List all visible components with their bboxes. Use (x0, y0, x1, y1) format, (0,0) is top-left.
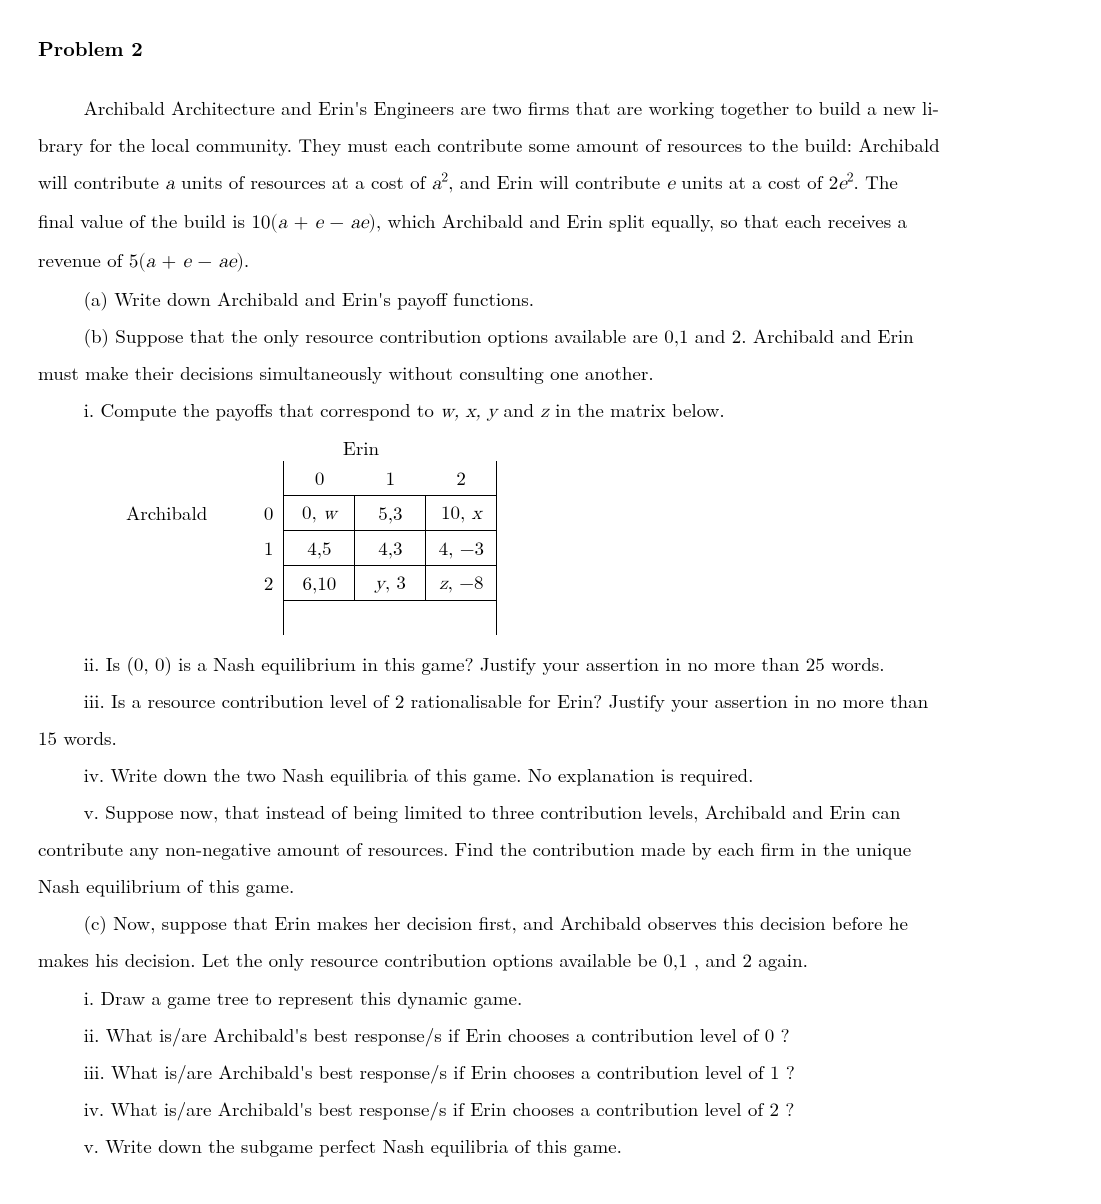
blank-arch-2 (116, 531, 213, 566)
coef-2: 2 (829, 174, 839, 193)
bi-and: and (497, 396, 540, 423)
blank-c1 (355, 601, 426, 636)
cell-1-2: 4, −3 (426, 531, 497, 566)
c22a: z (439, 574, 447, 593)
part-b-cont: must make their decisions simultaneously… (38, 354, 1063, 391)
intro-para-4: revenue of 5(a + e − ae). (38, 241, 1063, 280)
c02a: 10, (441, 498, 472, 525)
c00b: w (323, 504, 337, 523)
part-c-cont: makes his decision. Let the only resourc… (38, 941, 1063, 978)
bi-z: z (540, 402, 548, 421)
expr-build-val: 10(a + e − ae) (251, 213, 376, 232)
col-header-2: 2 (426, 461, 497, 496)
problem-title: Problem 2 (38, 28, 1063, 67)
part-b-v-lead: v. Suppose now, that instead of being li… (38, 793, 1063, 830)
c22b: , −8 (448, 568, 484, 595)
row-header-1: 1 (213, 531, 284, 566)
e2-sup: 2 (847, 171, 854, 185)
part-c-ii: ii. What is/are Archibald's best respons… (38, 1016, 1063, 1053)
intro-para-1: Archibald Architecture and Erin's Engine… (38, 89, 1063, 126)
cell-0-0: 0, w (284, 496, 355, 531)
part-b-iv: iv. Write down the two Nash equilibria o… (38, 756, 1063, 793)
row-header-0: 0 (213, 496, 284, 531)
t2c: , and Erin will contribute (448, 168, 666, 195)
c21b: , 3 (385, 568, 406, 595)
col-header-0: 0 (284, 461, 355, 496)
blank-c0 (284, 601, 355, 636)
expr-2e2: 2e2 (829, 174, 854, 193)
t2e: . The (854, 168, 898, 195)
table-row: Archibald 0 0, w 5,3 10, x (116, 496, 497, 531)
archibald-row-label: Archibald (116, 496, 213, 531)
table-row: 2 6,10 y, 3 z, −8 (116, 566, 497, 601)
cell-0-2: 10, x (426, 496, 497, 531)
bi-lead: i. Compute the payoffs that correspond t… (84, 396, 441, 423)
payoff-table: 0 1 2 Archibald 0 0, w 5,3 10, x 1 4,5 4… (116, 461, 497, 635)
blank-c2 (426, 601, 497, 636)
c21a: y (375, 574, 385, 593)
col-header-1: 1 (355, 461, 426, 496)
blank-arch-4 (116, 601, 213, 636)
payoff-matrix: Erin 0 1 2 Archibald 0 0, w 5,3 10, x 1 … (116, 436, 1063, 635)
part-c-iv: iv. What is/are Archibald's best respons… (38, 1090, 1063, 1127)
e-base: e (838, 174, 846, 193)
cell-2-1: y, 3 (355, 566, 426, 601)
part-b-v-cont1: contribute any non-negative amount of re… (38, 830, 1063, 867)
t4a: revenue of (38, 246, 129, 273)
part-c-iii: iii. What is/are Archibald's best respon… (38, 1053, 1063, 1090)
bi-tail: in the matrix below. (549, 396, 725, 423)
t3b: , which Archibald and Erin split equally… (376, 207, 907, 234)
table-row-spacer (116, 601, 497, 636)
part-c-i: i. Draw a game tree to represent this dy… (38, 979, 1063, 1016)
intro-line-1a: Archibald Architecture and Erin's Engine… (84, 94, 939, 121)
c00a: 0, (302, 498, 323, 525)
cell-0-1: 5,3 (355, 496, 426, 531)
row-header-2: 2 (213, 566, 284, 601)
cell-2-2: z, −8 (426, 566, 497, 601)
t2b: units of resources at a cost of (175, 168, 432, 195)
blank-corner-1 (116, 461, 213, 496)
intro-para-3: final value of the build is 10(a + e − a… (38, 202, 1063, 241)
var-a: a (165, 174, 175, 193)
var-e: e (667, 174, 675, 193)
blank-corner-2 (213, 461, 284, 496)
part-b-ii: ii. Is (0, 0) is a Nash equilibrium in t… (38, 645, 1063, 682)
part-a: (a) Write down Archibald and Erin's payo… (38, 280, 1063, 317)
table-header-row: 0 1 2 (116, 461, 497, 496)
t2a: will contribute (38, 168, 165, 195)
part-b-iii-cont: 15 words. (38, 719, 1063, 756)
t4b: . (244, 246, 249, 273)
blank-arch-3 (116, 566, 213, 601)
part-b-iii-lead: iii. Is a resource contribution level of… (38, 682, 1063, 719)
part-c-lead: (c) Now, suppose that Erin makes her dec… (38, 904, 1063, 941)
blank-rh (213, 601, 284, 636)
c02b: x (472, 504, 482, 523)
part-b-v-cont2: Nash equilibrium of this game. (38, 867, 1063, 904)
part-c-v: v. Write down the subgame perfect Nash e… (38, 1127, 1063, 1164)
a2-base: a (432, 174, 442, 193)
expr-revenue: 5(a + e − ae) (129, 252, 244, 271)
cell-1-1: 4,3 (355, 531, 426, 566)
intro-para-2: will contribute a units of resources at … (38, 163, 1063, 202)
bi-vars: w, x, y (440, 402, 497, 421)
part-b-lead: (b) Suppose that the only resource contr… (38, 317, 1063, 354)
intro-line-1b: brary for the local community. They must… (38, 131, 940, 158)
part-b-i: i. Compute the payoffs that correspond t… (38, 391, 1063, 430)
erin-column-label: Erin (256, 436, 466, 461)
cell-2-0: 6,10 (284, 566, 355, 601)
t2d: units at a cost of (675, 168, 829, 195)
cell-1-0: 4,5 (284, 531, 355, 566)
t3a: final value of the build is (38, 207, 251, 234)
table-row: 1 4,5 4,3 4, −3 (116, 531, 497, 566)
expr-a2: a2 (432, 174, 448, 193)
intro-para-1b: brary for the local community. They must… (38, 126, 1063, 163)
